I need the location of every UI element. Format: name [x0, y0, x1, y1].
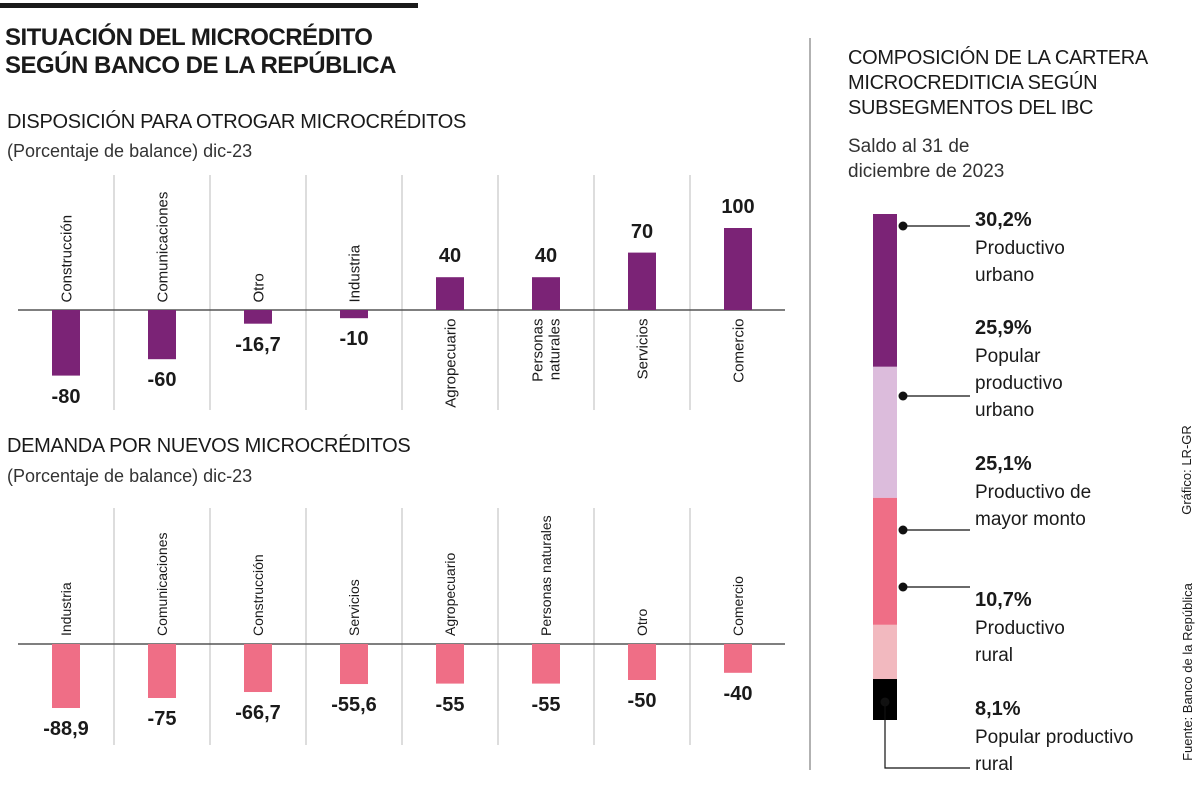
value-label: -55	[531, 693, 561, 716]
value-label: 100	[721, 196, 755, 218]
main-title: SITUACIÓN DEL MICROCRÉDITO SEGÚN BANCO D…	[5, 24, 396, 79]
bar	[340, 310, 368, 319]
leader-line	[884, 702, 970, 769]
bar	[52, 644, 80, 709]
source: Fuente: Banco de la República	[1180, 583, 1195, 761]
segment-value: 25,1%	[975, 453, 1032, 475]
category-label: Industria	[57, 582, 74, 636]
value-label: -75	[147, 708, 177, 730]
segment-label: Popular productivo rural	[975, 727, 1134, 775]
category-label: Otro	[249, 272, 267, 302]
value-label: 40	[534, 245, 558, 268]
category-label: Servicios	[633, 318, 651, 379]
value-label: -10	[339, 328, 369, 351]
bar	[628, 252, 656, 310]
category-label: Construcción	[57, 214, 75, 302]
bar	[340, 644, 368, 685]
chart-subtitle: (Porcentaje de balance) dic-23	[7, 141, 253, 161]
category-label: Otro	[633, 608, 650, 636]
bar	[244, 310, 272, 324]
segment-value: 25,9%	[975, 317, 1032, 339]
bar	[532, 644, 560, 684]
chart-subtitle: (Porcentaje de balance) dic-23	[7, 466, 253, 486]
value-label: 70	[630, 220, 654, 243]
category-label: Agropecuario	[441, 552, 458, 636]
category-label: Comercio	[729, 576, 746, 636]
category-label: Comunicaciones	[153, 191, 171, 302]
value-label: -55,6	[331, 694, 377, 717]
chart-subtitle: Saldo al 31 de diciembre de 2023	[848, 136, 1005, 182]
top-rule	[0, 3, 418, 8]
bar	[148, 644, 176, 698]
segment	[873, 497, 897, 625]
value-label: -66,7	[235, 702, 281, 725]
category-label: Comercio	[729, 318, 747, 383]
bar	[724, 228, 752, 310]
bar	[244, 644, 272, 693]
bar	[52, 310, 80, 376]
bar	[148, 310, 176, 360]
bar	[628, 644, 656, 680]
bar	[532, 277, 560, 310]
category-label: Construcción	[249, 554, 266, 636]
value-label: -55	[435, 693, 465, 716]
category-label: Servicios	[345, 579, 362, 636]
value-label: -60	[147, 369, 177, 392]
category-label: Personas naturales	[529, 318, 563, 382]
value-label: -88,9	[43, 718, 89, 740]
segment-label: Productivo rural	[975, 618, 1065, 666]
value-label: -80	[51, 385, 81, 408]
segment-label: Productivo de mayor monto	[975, 482, 1092, 530]
segment	[873, 214, 897, 367]
category-label: Agropecuario	[441, 318, 459, 408]
chart-title: DISPOSICIÓN PARA OTROGAR MICROCRÉDITOS	[7, 111, 467, 133]
segment-label: Popular productivo urbano	[975, 346, 1063, 421]
segment-value: 10,7%	[975, 589, 1032, 611]
segment-value: 30,2%	[975, 209, 1032, 231]
segment-label: Productivo urbano	[975, 238, 1065, 286]
bar	[436, 644, 464, 684]
value-label: -40	[723, 682, 753, 705]
value-label: -50	[627, 690, 657, 712]
bar	[436, 277, 464, 310]
value-label: 40	[438, 245, 462, 268]
value-label: -16,7	[235, 333, 281, 356]
category-label: Personas naturales	[537, 515, 554, 636]
segment	[873, 624, 897, 680]
chart-title: DEMANDA POR NUEVOS MICROCRÉDITOS	[7, 435, 411, 457]
category-label: Industria	[345, 244, 363, 302]
category-label: Comunicaciones	[153, 532, 170, 637]
segment	[873, 366, 897, 498]
segment-value: 8,1%	[975, 698, 1021, 720]
chart-title: COMPOSICIÓN DE LA CARTERA MICROCREDITICI…	[848, 47, 1147, 119]
bar	[724, 644, 752, 673]
credit: Gráfico: LR-GR	[1179, 425, 1194, 515]
